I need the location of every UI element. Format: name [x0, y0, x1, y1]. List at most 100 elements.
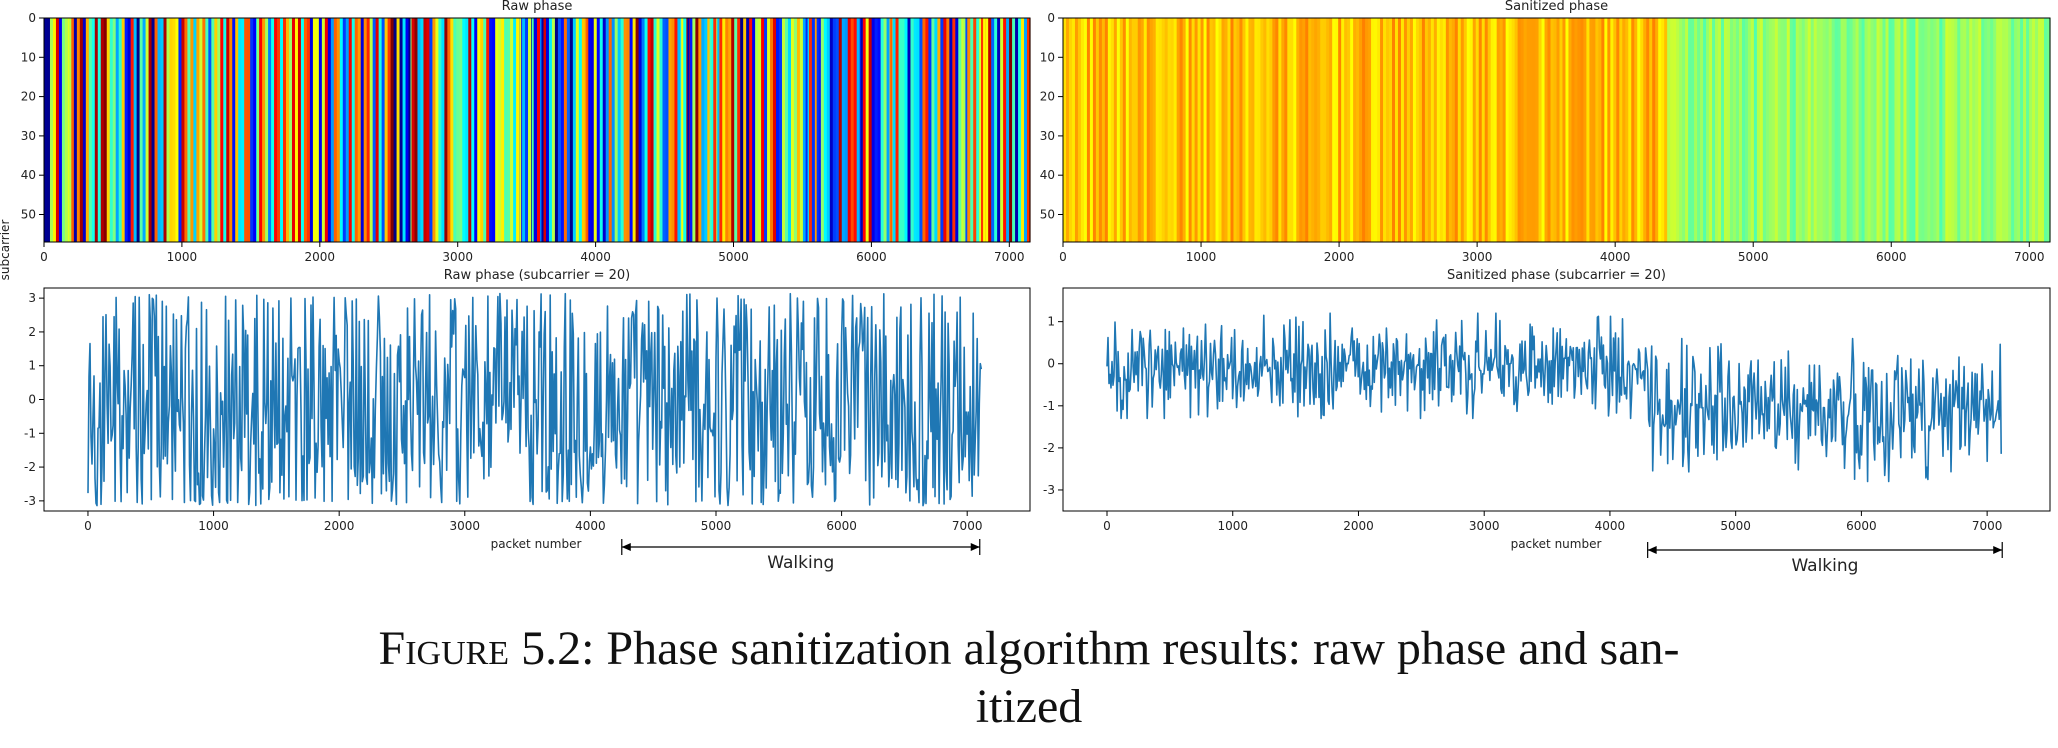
heatmap-column [1272, 18, 1276, 242]
heatmap-column [865, 18, 870, 242]
heatmap-column [1406, 18, 1411, 242]
y-tick-label: 30 [1040, 129, 1055, 143]
heatmap-column [1643, 18, 1647, 242]
heatmap-column [44, 18, 48, 242]
chart-title: Raw phase (subcarrier = 20) [444, 268, 630, 283]
heatmap-column [2008, 18, 2012, 242]
heatmap-column [572, 18, 577, 242]
heatmap-column [1065, 18, 1070, 242]
y-tick-label: -2 [24, 460, 36, 474]
heatmap-column [1747, 18, 1752, 242]
heatmap-column [1227, 18, 1232, 242]
heatmap-column [701, 18, 705, 242]
heatmap-column [949, 18, 953, 242]
heatmap-column [1819, 18, 1824, 242]
x-tick-label: 3000 [450, 519, 481, 533]
heatmap-column [202, 18, 206, 242]
heatmap-column [1469, 18, 1474, 242]
heatmap-column [1344, 18, 1348, 242]
heatmap-column [1230, 18, 1235, 242]
heatmap-column [1326, 18, 1330, 242]
heatmap-column [232, 18, 236, 242]
heatmap-column [250, 18, 254, 242]
heatmap-column [1155, 18, 1160, 242]
heatmap-cells [44, 18, 1031, 242]
heatmap-column [522, 18, 526, 242]
heatmap-column [1852, 18, 1857, 242]
heatmap-column [160, 18, 165, 242]
heatmap-column [1430, 18, 1435, 242]
y-tick-label: 30 [21, 129, 36, 143]
heatmap-column [681, 18, 684, 242]
heatmap-column [674, 18, 679, 242]
heatmap-column [1972, 18, 1976, 242]
heatmap-column [1873, 18, 1878, 242]
heatmap-column [2017, 18, 2021, 242]
heatmap-column [1302, 18, 1306, 242]
heatmap-column [1068, 18, 1073, 242]
heatmap-column [545, 18, 550, 242]
heatmap-column [687, 18, 690, 242]
heatmap-column [435, 18, 439, 242]
heatmap-column [49, 18, 54, 242]
heatmap-column [946, 18, 950, 242]
heatmap-column [1628, 18, 1632, 242]
heatmap-column [1356, 18, 1360, 242]
heatmap-column [1389, 18, 1393, 242]
heatmap-column [175, 18, 180, 242]
heatmap-column [1957, 18, 1961, 242]
heatmap-column [1323, 18, 1327, 242]
heatmap-column [611, 18, 616, 242]
heatmap-column [139, 18, 144, 242]
heatmap-column [963, 18, 966, 242]
heatmap-column [1777, 18, 1782, 242]
heatmap-column [336, 18, 341, 242]
x-axis-label: packet number [1511, 537, 1602, 551]
heatmap-column [1592, 18, 1596, 242]
heatmap-column [471, 18, 475, 242]
heatmap-column [1149, 18, 1154, 242]
heatmap-column [1218, 18, 1223, 242]
heatmap-column [952, 18, 956, 242]
heatmap-column [1134, 18, 1139, 242]
heatmap-column [1538, 18, 1543, 242]
x-tick-label: 4000 [1600, 250, 1631, 264]
heatmap-column [1897, 18, 1902, 242]
heatmap-column [1610, 18, 1614, 242]
heatmap-column [1200, 18, 1205, 242]
heatmap-column [847, 18, 852, 242]
heatmap-column [1338, 18, 1342, 242]
heatmap-column [348, 18, 353, 242]
heatmap-column [1706, 18, 1710, 242]
heatmap-column [1185, 18, 1190, 242]
heatmap-column [1170, 18, 1175, 242]
heatmap-column [1454, 18, 1459, 242]
heatmap-column [1197, 18, 1202, 242]
heatmap-column [1245, 18, 1250, 242]
heatmap-column [898, 18, 903, 242]
heatmap-column [1631, 18, 1635, 242]
heatmap-column [734, 18, 738, 242]
y-tick-label: -1 [24, 426, 36, 440]
heatmap-column [1595, 18, 1599, 242]
heatmap-column [713, 18, 717, 242]
heatmap-column [1945, 18, 1949, 242]
heatmap-column [58, 18, 63, 242]
heatmap-column [770, 18, 774, 242]
heatmap-column [1125, 18, 1130, 242]
heatmap-column [1281, 18, 1285, 242]
y-tick-label: 50 [21, 207, 36, 221]
heatmap-column [375, 18, 380, 242]
heatmap-column [97, 18, 102, 242]
heatmap-column [303, 18, 308, 242]
heatmap-column [2038, 18, 2042, 242]
heatmap-column [557, 18, 562, 242]
heatmap-column [808, 18, 813, 242]
heatmap-column [1921, 18, 1925, 242]
heatmap-column [109, 18, 114, 242]
y-axis-label: subcarrier [0, 220, 12, 281]
heatmap-column [596, 18, 601, 242]
heatmap-column [1182, 18, 1187, 242]
heatmap-column [1089, 18, 1094, 242]
